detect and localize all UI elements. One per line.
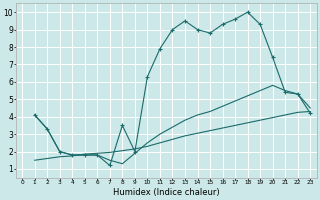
X-axis label: Humidex (Indice chaleur): Humidex (Indice chaleur)	[113, 188, 220, 197]
